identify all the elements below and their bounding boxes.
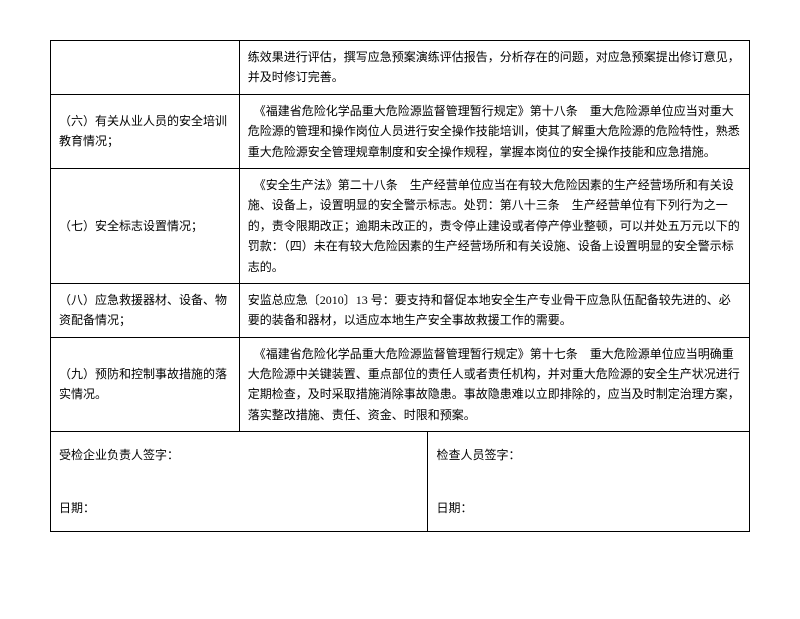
table-row: （九）预防和控制事故措施的落实情况。 《福建省危险化学品重大危险源监督管理暂行规… — [51, 337, 750, 432]
row-content: 《安全生产法》第二十八条 生产经营单位应当在有较大危险因素的生产经营场所和有关设… — [239, 168, 749, 283]
row-content: 《福建省危险化学品重大危险源监督管理暂行规定》第十八条 重大危险源单位应当对重大… — [239, 94, 749, 168]
row-content: 练效果进行评估，撰写应急预案演练评估报告，分析存在的问题，对应急预案提出修订意见… — [239, 41, 749, 95]
inspector-signature-label: 检查人员签字： — [436, 442, 741, 468]
row-label: （九）预防和控制事故措施的落实情况。 — [51, 337, 240, 432]
table-row: （八）应急救援器材、设备、物资配备情况； 安监总应急〔2010〕13 号：要支持… — [51, 283, 750, 337]
table-row: （七）安全标志设置情况； 《安全生产法》第二十八条 生产经营单位应当在有较大危险… — [51, 168, 750, 283]
row-label: （六）有关从业人员的安全培训教育情况； — [51, 94, 240, 168]
row-content: 安监总应急〔2010〕13 号：要支持和督促本地安全生产专业骨干应急队伍配备较先… — [239, 283, 749, 337]
company-signature-label: 受检企业负责人签字： — [59, 442, 419, 468]
inspector-date-label: 日期： — [436, 495, 741, 521]
table-row: （六）有关从业人员的安全培训教育情况； 《福建省危险化学品重大危险源监督管理暂行… — [51, 94, 750, 168]
inspection-table: 练效果进行评估，撰写应急预案演练评估报告，分析存在的问题，对应急预案提出修订意见… — [50, 40, 750, 432]
signature-right: 检查人员签字： 日期： — [428, 432, 750, 532]
row-label — [51, 41, 240, 95]
row-content: 《福建省危险化学品重大危险源监督管理暂行规定》第十七条 重大危险源单位应当明确重… — [239, 337, 749, 432]
signature-row: 受检企业负责人签字： 日期： 检查人员签字： 日期： — [51, 432, 750, 532]
row-label: （八）应急救援器材、设备、物资配备情况； — [51, 283, 240, 337]
table-row: 练效果进行评估，撰写应急预案演练评估报告，分析存在的问题，对应急预案提出修订意见… — [51, 41, 750, 95]
signature-left: 受检企业负责人签字： 日期： — [51, 432, 428, 532]
signature-table: 受检企业负责人签字： 日期： 检查人员签字： 日期： — [50, 432, 750, 532]
row-label: （七）安全标志设置情况； — [51, 168, 240, 283]
company-date-label: 日期： — [59, 495, 419, 521]
